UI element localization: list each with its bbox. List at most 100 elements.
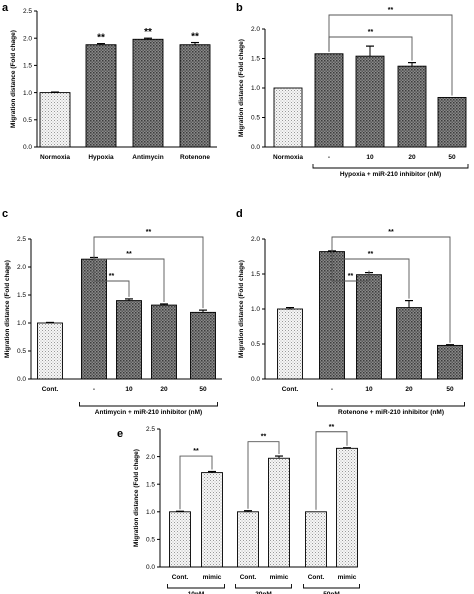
panel-e-ylabel: Migration distance (Fold chage) [133, 449, 140, 547]
panel-e-xtick-label-1: mimic [203, 574, 222, 581]
panel-a-xtick-label-0: Normoxia [40, 154, 70, 161]
panel-b-label: b [236, 2, 243, 14]
panel-d-bracket-label-0: ** [388, 229, 394, 236]
panel-b-xtick-label-1: - [328, 154, 330, 161]
panel-e-ytick-label-0: 0.0 [146, 564, 155, 571]
panel-d-ytick-label-1: 0.5 [251, 341, 260, 348]
panel-a-ylabel: Migration distance (Fold chage) [10, 30, 17, 128]
panel-b-bracket-label-1: ** [368, 29, 374, 36]
panel-d-xtick-label-3: 20 [405, 386, 413, 393]
panel-e-bar-2 [237, 511, 259, 568]
panel-b-group-label-0: Hypoxia + miR-210 inhibitor (nM) [340, 171, 441, 178]
panel-e-ytick-label-4: 2.0 [146, 454, 155, 461]
panel-b-ytick-label-4: 2.0 [251, 26, 260, 33]
panel-d-ytick-label-4: 2.0 [251, 236, 260, 243]
panel-b-bracket-label-0: ** [388, 7, 394, 14]
panel-d-bracket-label-2: ** [348, 273, 354, 280]
panel-b-bar-2 [355, 55, 385, 148]
panel-e-group-line-2 [303, 584, 360, 589]
panel-b-ytick-label-2: 1.0 [251, 85, 260, 92]
panel-e-group-label-1: 20nM [255, 591, 272, 594]
panel-e-bar-0 [169, 511, 191, 568]
panel-b-bar-4 [437, 96, 467, 148]
panel-b-bar-1 [314, 53, 344, 148]
panel-d-ytick-label-3: 1.5 [251, 271, 260, 278]
panel-b-bar-3 [397, 65, 427, 148]
panel-c-ylabel: Migration distance (Fold chage) [4, 260, 11, 358]
panel-e-group-label-2: 50nM [323, 591, 340, 594]
panel-e-group-line-1 [235, 584, 292, 589]
panel-a-bar-sig-2: ** [144, 27, 152, 38]
panel-b-group-line-0 [312, 164, 469, 169]
panel-c-bracket-label-2: ** [109, 273, 115, 280]
panel-d-bar-2 [356, 274, 382, 380]
panel-e-ytick-label-3: 1.5 [146, 481, 155, 488]
panel-e-group-label-0: 10nM [188, 591, 205, 594]
panel-b-ylabel: Migration distance (Fold chage) [238, 39, 245, 137]
panel-d-xtick-label-1: - [331, 386, 333, 393]
panel-d-bar-3 [396, 307, 422, 380]
panel-e-bar-1 [201, 472, 223, 568]
panel-c-bar-2 [116, 300, 142, 380]
panel-c-ytick-label-2: 1.0 [17, 320, 26, 327]
panel-b-bracket-0 [328, 14, 453, 96]
panel-c-bracket-label-1: ** [126, 251, 132, 258]
panel-c-bar-4 [190, 311, 216, 380]
panel-c-bar-0 [37, 322, 63, 380]
panel-d-xtick-label-0: Cont. [282, 386, 299, 393]
panel-d-ytick-label-0: 0.0 [251, 376, 260, 383]
panel-e-ytick-label-1: 0.5 [146, 537, 155, 544]
panel-d-group-line-0 [317, 402, 465, 407]
panel-e-xtick-label-5: mimic [338, 574, 357, 581]
panel-a-bar-2 [132, 38, 164, 148]
panel-d-ytick-label-2: 1.0 [251, 306, 260, 313]
panel-c-ytick-label-5: 2.5 [17, 236, 26, 243]
panel-e-bracket-label-1: ** [261, 434, 267, 441]
panel-e-bracket-2 [315, 431, 348, 510]
panel-a-ytick-label-4: 2.0 [23, 35, 32, 42]
panel-b-xtick-label-0: Normoxia [273, 154, 303, 161]
panel-d-bar-0 [277, 308, 303, 380]
panel-b-xtick-label-4: 50 [448, 154, 456, 161]
panel-e-group-line-0 [167, 584, 225, 589]
panel-c-bracket-2 [93, 255, 130, 297]
panel-a-bar-sig-1: ** [97, 33, 105, 44]
panel-e-bar-4 [305, 511, 327, 568]
panel-e-xtick-label-2: Cont. [240, 574, 257, 581]
panel-c-bracket-0 [93, 236, 204, 309]
panel-d-group-label-0: Rotenone + miR-210 inhibitor (nM) [338, 409, 444, 416]
panel-d-bracket-label-1: ** [368, 251, 374, 258]
panel-d-bracket-0 [331, 236, 451, 343]
panel-d-xtick-label-2: 10 [365, 386, 373, 393]
panel-c-ytick-label-1: 0.5 [17, 348, 26, 355]
panel-d-ylabel: Migration distance (Fold chage) [238, 260, 245, 358]
panel-c-label: c [2, 208, 8, 220]
panel-a-ytick-label-2: 1.0 [23, 90, 32, 97]
panel-a-bar-0 [39, 92, 71, 148]
panel-e-label: e [117, 428, 123, 440]
panel-a-ytick-label-5: 2.5 [23, 8, 32, 15]
panel-a-bar-3 [179, 44, 211, 148]
panel-a-xtick-label-3: Rotenone [180, 154, 210, 161]
panel-c-xtick-label-3: 20 [160, 386, 168, 393]
panel-c-group-line-0 [79, 402, 218, 407]
panel-a-ytick-label-3: 1.5 [23, 63, 32, 70]
panel-e-xtick-label-0: Cont. [172, 574, 189, 581]
panel-c-bar-3 [151, 304, 177, 380]
panel-e-bracket-label-2: ** [329, 424, 335, 431]
panel-c-bracket-label-0: ** [146, 229, 152, 236]
panel-c-xtick-label-1: - [93, 386, 95, 393]
panel-c-group-label-0: Antimycin + miR-210 inhibitor (nM) [95, 409, 202, 416]
panel-b-xtick-label-2: 10 [366, 154, 374, 161]
panel-c-xtick-label-0: Cont. [42, 386, 59, 393]
panel-c-ytick-label-4: 2.0 [17, 264, 26, 271]
panel-b-bar-0 [273, 87, 303, 148]
panel-c-ytick-label-0: 0.0 [17, 376, 26, 383]
panel-e-bracket-0 [179, 455, 213, 510]
panel-d-bracket-2 [331, 248, 370, 282]
panel-b-bracket-1 [328, 36, 413, 61]
panel-c-xtick-label-4: 50 [199, 386, 207, 393]
panel-b-ytick-label-0: 0.0 [251, 144, 260, 151]
panel-d-xtick-label-4: 50 [446, 386, 454, 393]
